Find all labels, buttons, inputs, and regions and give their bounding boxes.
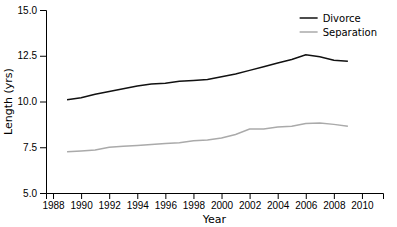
tick-label: 5.0 <box>23 188 37 199</box>
tick: 1996 <box>155 193 178 211</box>
tick-label: 15.0 <box>18 5 38 16</box>
tick: 2002 <box>239 193 262 211</box>
tick: 1988 <box>42 193 65 211</box>
tick: 5.0 <box>23 188 46 199</box>
tick-label: 2010 <box>351 200 374 211</box>
tick-label: 1988 <box>42 200 65 211</box>
tick-mark <box>53 193 54 199</box>
tick-mark <box>306 193 307 199</box>
tick: 15.0 <box>18 5 46 16</box>
tick: 1994 <box>127 193 150 211</box>
tick-mark <box>40 10 46 11</box>
axis-line <box>40 11 47 194</box>
tick: 2010 <box>351 193 374 211</box>
tick: 12.5 <box>18 50 46 61</box>
x-axis-title: Year <box>202 213 227 226</box>
series-line <box>67 55 348 100</box>
legend-label: Separation <box>323 27 377 38</box>
tick-mark <box>278 193 279 199</box>
tick-label: 1994 <box>127 200 150 211</box>
tick-mark <box>40 56 46 57</box>
tick-label: 1992 <box>99 200 122 211</box>
tick: 1992 <box>99 193 122 211</box>
tick: 2000 <box>211 193 234 211</box>
legend-item: Separation <box>300 27 377 38</box>
legend-label: Divorce <box>323 13 361 24</box>
lines <box>67 55 348 152</box>
tick-label: 7.5 <box>23 142 37 153</box>
tick-mark <box>334 193 335 199</box>
x-axis: 1988 1990 1992 1994 1996 1998 2000 2002 2004 2006… <box>42 193 383 211</box>
tick: 2008 <box>323 193 346 211</box>
tick-mark <box>165 193 166 199</box>
tick-label: 1996 <box>155 200 178 211</box>
tick: 1990 <box>70 193 93 211</box>
tick: 1998 <box>183 193 206 211</box>
tick-label: 2006 <box>295 200 318 211</box>
tick-label: 1990 <box>70 200 93 211</box>
tick: 2004 <box>267 193 290 211</box>
series-line <box>67 123 348 152</box>
tick-mark <box>40 102 46 103</box>
plot: 1988 1990 1992 1994 1996 1998 2000 2002 2004 2006… <box>18 5 384 211</box>
tick-mark <box>222 193 223 199</box>
legend-item: Divorce <box>300 13 361 24</box>
tick-mark <box>40 147 46 148</box>
tick-mark <box>109 193 110 199</box>
tick-label: 2000 <box>211 200 234 211</box>
tick-label: 2004 <box>267 200 290 211</box>
chart: 1988 1990 1992 1994 1996 1998 2000 2002 2004 2006… <box>0 0 397 227</box>
tick-label: 2008 <box>323 200 346 211</box>
y-axis-title: Length (yrs) <box>2 68 15 135</box>
legend-swatch <box>300 31 318 33</box>
tick-label: 12.5 <box>18 50 38 61</box>
tick-mark <box>193 193 194 199</box>
tick-mark <box>250 193 251 199</box>
tick-mark <box>137 193 138 199</box>
tick-mark <box>81 193 82 199</box>
tick: 10.0 <box>18 96 46 107</box>
y-axis: 5.0 7.5 10.0 12.5 15.0 <box>18 5 47 199</box>
tick: 7.5 <box>23 142 46 153</box>
tick-label: 1998 <box>183 200 206 211</box>
tick-label: 10.0 <box>18 96 38 107</box>
tick: 2006 <box>295 193 318 211</box>
tick-label: 2002 <box>239 200 262 211</box>
tick-mark <box>362 193 363 199</box>
legend-swatch <box>300 17 318 19</box>
axis-line <box>47 194 384 200</box>
tick-mark <box>40 193 46 194</box>
legend: Divorce Separation <box>300 13 377 38</box>
